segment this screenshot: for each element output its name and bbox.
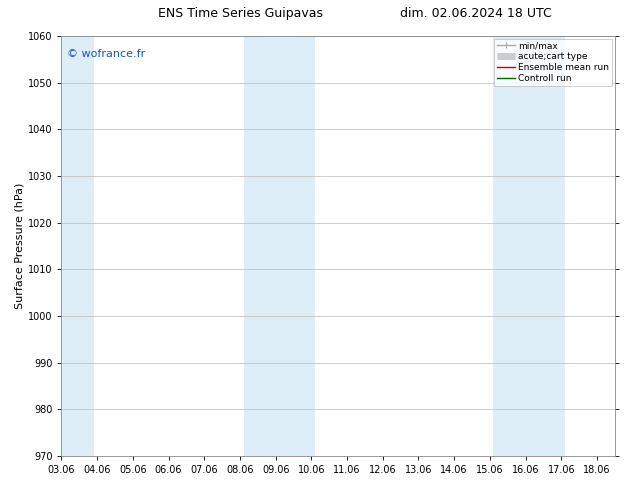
Text: © wofrance.fr: © wofrance.fr: [67, 49, 145, 59]
Y-axis label: Surface Pressure (hPa): Surface Pressure (hPa): [15, 183, 25, 309]
Legend: min/max, acute;cart type, Ensemble mean run, Controll run: min/max, acute;cart type, Ensemble mean …: [494, 39, 612, 86]
Bar: [58, 36, 94, 456]
Text: ENS Time Series Guipavas: ENS Time Series Guipavas: [158, 7, 323, 21]
Bar: [243, 36, 315, 456]
Text: dim. 02.06.2024 18 UTC: dim. 02.06.2024 18 UTC: [399, 7, 552, 21]
Bar: [493, 36, 565, 456]
